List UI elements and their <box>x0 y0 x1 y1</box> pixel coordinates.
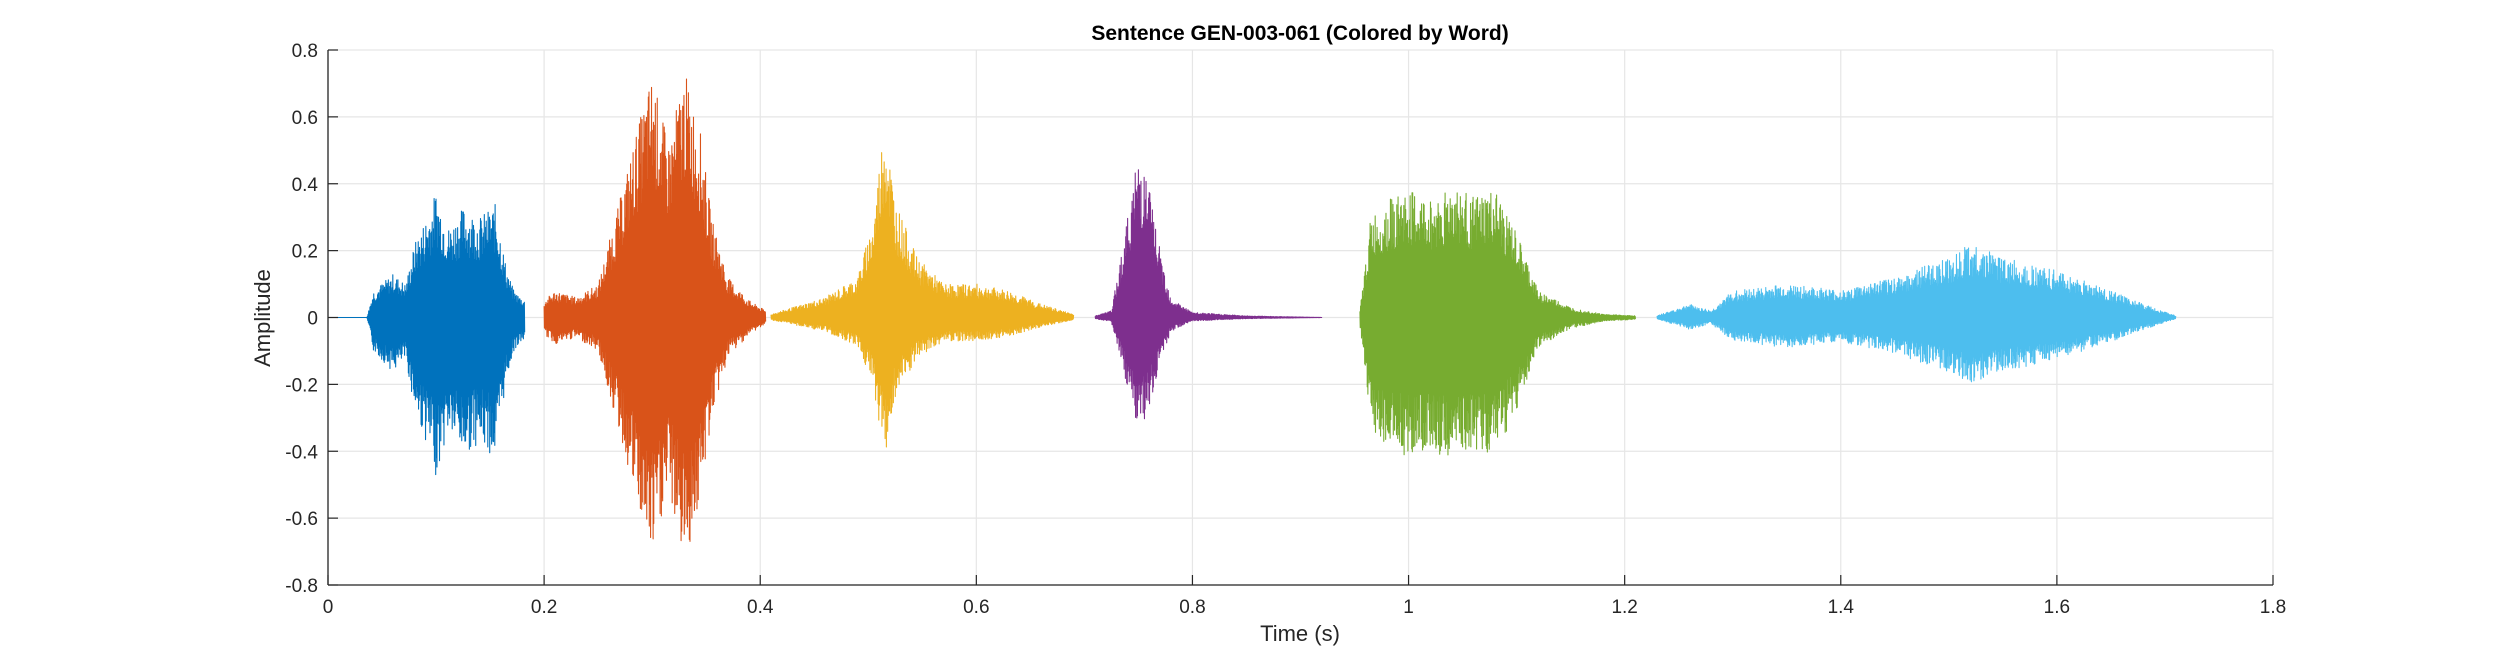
chart-title: Sentence GEN-003-061 (Colored by Word) <box>1091 22 1508 45</box>
y-tick-label: 0.6 <box>292 108 318 129</box>
y-tick-label: 0.4 <box>292 175 319 196</box>
series-6-waveform <box>1656 247 2177 383</box>
axes <box>327 49 2274 586</box>
series-1-waveform <box>327 198 526 476</box>
x-axis-label: Time (s) <box>1260 621 1340 646</box>
series-3-waveform <box>770 152 1075 448</box>
x-tick-label: 1.6 <box>2044 597 2070 618</box>
series-4-waveform <box>1094 169 1323 420</box>
y-tick-label: -0.8 <box>285 576 318 597</box>
x-tick-label: 1.8 <box>2260 597 2286 618</box>
y-tick-label: 0.8 <box>292 41 318 62</box>
series-5-waveform <box>1359 192 1637 456</box>
y-tick-label: -0.2 <box>285 375 318 396</box>
x-tick-label: 1.2 <box>1611 597 1637 618</box>
tick-labels: 0 0.2 0.4 0.6 0.8 1 1.2 1.4 1.6 1.80.80.60.40.20-… <box>285 41 2286 618</box>
x-tick-label: 0 <box>323 597 334 618</box>
x-tick-label: 0.4 <box>747 597 774 618</box>
x-tick-label: 0.6 <box>963 597 989 618</box>
y-tick-label: -0.4 <box>285 442 318 463</box>
x-tick-label: 0.2 <box>531 597 557 618</box>
series-2-waveform <box>543 78 767 542</box>
y-tick-label: 0.2 <box>292 242 318 263</box>
y-axis-label: Amplitude <box>250 269 275 367</box>
x-tick-label: 1 <box>1403 597 1414 618</box>
y-tick-label: 0 <box>307 309 318 330</box>
x-tick-label: 1.4 <box>1828 597 1855 618</box>
x-tick-label: 0.8 <box>1179 597 1205 618</box>
series-layer <box>327 78 2177 542</box>
y-tick-label: -0.6 <box>285 509 318 530</box>
